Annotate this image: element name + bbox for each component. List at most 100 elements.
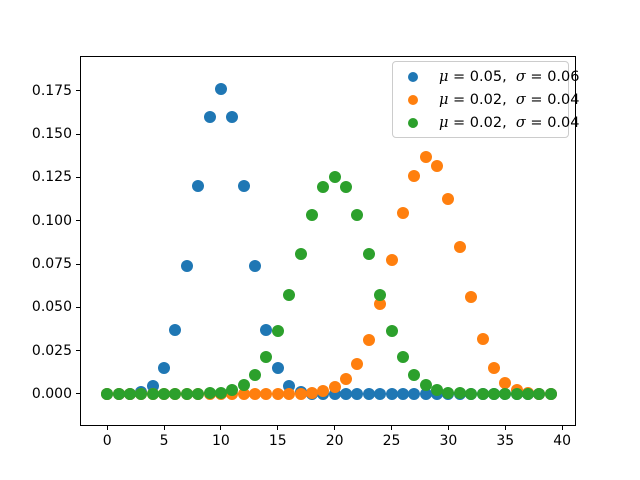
legend-label: μ = 0.02, σ = 0.04 [439, 91, 580, 108]
y-tick-mark [76, 176, 81, 178]
x-tick-mark [504, 425, 506, 430]
data-point [317, 385, 330, 398]
y-tick-mark [76, 90, 81, 92]
data-point [328, 381, 341, 394]
y-tick-label: 0.125 [31, 169, 72, 186]
data-point [249, 368, 262, 381]
data-point [294, 387, 307, 400]
data-point [362, 248, 375, 261]
y-tick-mark [76, 220, 81, 222]
data-point [351, 209, 364, 222]
x-tick-label: 0 [102, 433, 112, 449]
y-tick-label: 0.100 [31, 212, 72, 229]
data-point [158, 387, 171, 400]
data-point [510, 387, 523, 400]
data-point [476, 333, 489, 346]
data-point [169, 387, 182, 400]
data-point [362, 333, 375, 346]
data-point [476, 387, 489, 400]
data-point [101, 387, 114, 400]
x-tick-mark [163, 425, 165, 430]
data-point [226, 384, 239, 397]
data-point [305, 386, 318, 399]
data-point [374, 288, 387, 301]
legend-marker-icon [408, 71, 418, 82]
data-point [294, 248, 307, 261]
data-point [237, 387, 250, 400]
x-tick-label: 10 [211, 433, 230, 449]
x-tick-label: 20 [325, 433, 344, 449]
data-point [283, 387, 296, 400]
y-tick-label: 0.050 [31, 299, 72, 316]
data-point [249, 387, 262, 400]
data-point [396, 207, 409, 220]
data-point [453, 240, 466, 253]
data-point [396, 351, 409, 364]
data-point [419, 387, 432, 400]
data-point [374, 387, 387, 400]
data-point [408, 169, 421, 182]
data-point [214, 386, 227, 399]
data-point [419, 151, 432, 164]
x-tick-mark [391, 425, 393, 430]
data-point [408, 368, 421, 381]
data-point [214, 82, 227, 95]
data-point [544, 387, 557, 400]
data-point [112, 387, 125, 400]
x-tick-mark [277, 425, 279, 430]
data-point [237, 379, 250, 392]
data-point [396, 387, 409, 400]
data-point [340, 373, 353, 386]
data-point [135, 387, 148, 400]
data-point [226, 110, 239, 123]
data-point [271, 324, 284, 337]
data-point [499, 377, 512, 390]
data-point [465, 291, 478, 304]
data-point [192, 387, 205, 400]
data-point [487, 361, 500, 374]
data-point [385, 324, 398, 337]
data-point [374, 298, 387, 311]
legend-marker-icon [408, 94, 418, 105]
data-point [146, 387, 159, 400]
legend-marker-icon [408, 117, 418, 128]
legend-item: μ = 0.02, σ = 0.04 [393, 111, 579, 134]
y-tick-label: 0.000 [31, 385, 72, 402]
data-point [192, 179, 205, 192]
data-point [408, 387, 421, 400]
data-point [419, 379, 432, 392]
x-tick-label: 30 [439, 433, 458, 449]
data-point [203, 110, 216, 123]
data-point [271, 362, 284, 375]
x-tick-label: 25 [382, 433, 401, 449]
legend-item: μ = 0.05, σ = 0.06 [393, 65, 579, 88]
data-point [203, 387, 216, 400]
legend-item: μ = 0.02, σ = 0.04 [393, 88, 579, 111]
data-point [351, 387, 364, 400]
legend: μ = 0.05, σ = 0.06 μ = 0.02, σ = 0.04 μ … [392, 61, 579, 138]
data-point [431, 384, 444, 397]
x-tick-label: 40 [553, 433, 572, 449]
data-point [442, 192, 455, 205]
data-point [328, 170, 341, 183]
data-point [533, 387, 546, 400]
data-point [442, 386, 455, 399]
data-point [362, 387, 375, 400]
y-tick-label: 0.150 [31, 126, 72, 143]
x-tick-mark [334, 425, 336, 430]
legend-label: μ = 0.02, σ = 0.04 [439, 114, 580, 131]
data-point [351, 358, 364, 371]
data-point [271, 387, 284, 400]
data-point [340, 387, 353, 400]
data-point [260, 387, 273, 400]
x-tick-mark [561, 425, 563, 430]
x-tick-label: 35 [496, 433, 515, 449]
data-point [158, 362, 171, 375]
y-tick-mark [76, 263, 81, 265]
data-point [340, 181, 353, 194]
data-point [123, 387, 136, 400]
data-point [283, 288, 296, 301]
x-tick-mark [220, 425, 222, 430]
y-tick-mark [76, 133, 81, 135]
x-tick-label: 5 [159, 433, 169, 449]
